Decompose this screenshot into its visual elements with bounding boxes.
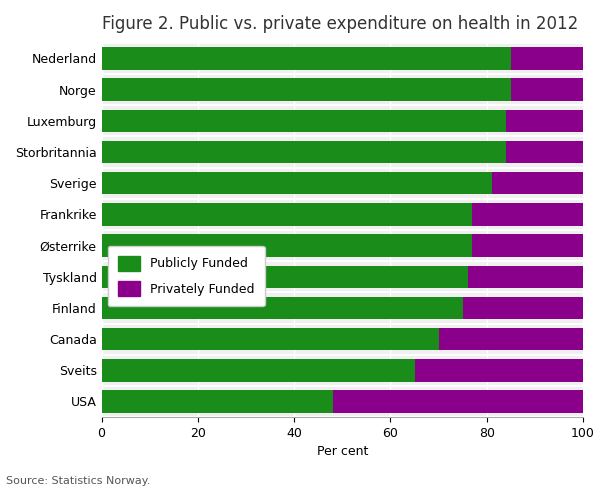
Bar (463, 297, 583, 319)
X-axis label: Per cent: Per cent (317, 446, 368, 458)
Bar (439, 328, 583, 350)
Text: Figure 2. Public vs. private expenditure on health in 2012: Figure 2. Public vs. private expenditure… (102, 15, 578, 33)
Bar (472, 203, 583, 225)
Bar (102, 234, 472, 257)
Bar (102, 141, 506, 163)
Bar (102, 110, 506, 132)
Legend: Publicly Funded, Privately Funded: Publicly Funded, Privately Funded (108, 245, 265, 306)
Bar (511, 47, 583, 70)
Bar (492, 172, 583, 194)
Bar (467, 265, 583, 288)
Bar (506, 141, 583, 163)
Bar (506, 110, 583, 132)
Bar (472, 234, 583, 257)
Bar (511, 79, 583, 101)
Bar (102, 265, 467, 288)
Bar (102, 47, 511, 70)
Bar (102, 297, 463, 319)
Bar (102, 172, 492, 194)
Bar (102, 359, 415, 382)
Bar (415, 359, 583, 382)
Text: Source: Statistics Norway.: Source: Statistics Norway. (6, 476, 151, 486)
Bar (102, 203, 472, 225)
Bar (102, 79, 511, 101)
Bar (102, 390, 332, 413)
Bar (332, 390, 583, 413)
Bar (102, 328, 439, 350)
